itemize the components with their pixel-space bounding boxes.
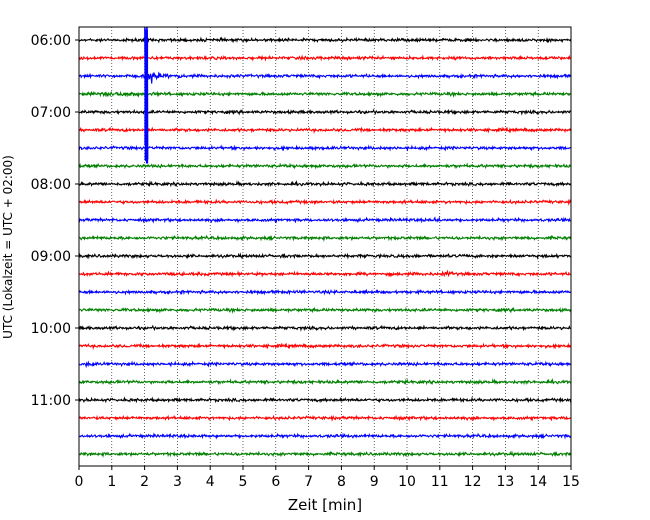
trace-0630 [78,71,572,84]
trace-0830 [78,216,572,224]
trace-1000 [78,324,572,332]
x-tick-label-10: 10 [398,474,416,490]
x-tick-label-11: 11 [431,474,449,490]
trace-1100 [78,396,572,404]
traces [78,27,572,458]
y-tick-label-0700: 07:00 [31,105,71,121]
trace-0715 [78,126,572,135]
x-tick-label-4: 4 [206,474,215,490]
plot-frame [78,26,572,467]
trace-0815 [78,198,572,206]
x-tick-label-2: 2 [140,474,149,490]
x-tick-label-6: 6 [271,474,280,490]
x-axis: 0 1 2 3 4 5 6 7 8 9 10 11 12 13 14 15 [75,466,580,490]
y-tick-label-0900: 09:00 [31,249,71,265]
trace-0900 [78,252,572,260]
trace-0845 [78,234,572,242]
trace-0600 [78,36,572,44]
trace-1030 [78,360,572,369]
x-tick-label-1: 1 [107,474,116,490]
trace-0730 [78,144,572,152]
trace-1130 [78,432,572,440]
earthquake-spike [144,27,149,164]
x-tick-label-7: 7 [304,474,313,490]
trace-0915 [78,269,572,278]
x-tick-label-3: 3 [173,474,182,490]
x-tick-label-0: 0 [75,474,84,490]
x-tick-label-14: 14 [529,474,547,490]
x-tick-label-9: 9 [370,474,379,490]
x-tick-label-13: 13 [496,474,514,490]
x-tick-label-15: 15 [562,474,580,490]
x-tick-label-5: 5 [239,474,248,490]
trace-1145 [78,450,572,458]
trace-1015 [78,342,572,351]
trace-0700 [78,108,572,116]
trace-1045 [78,377,572,386]
trace-0615 [78,54,572,62]
trace-0930 [78,288,572,296]
y-tick-label-0600: 06:00 [31,33,71,49]
trace-0800 [78,179,572,188]
trace-1115 [78,414,572,422]
y-tick-label-0800: 08:00 [31,177,71,193]
trace-0945 [78,306,572,314]
trace-0645 [78,90,572,98]
y-axis: 06:00 07:00 08:00 09:00 10:00 11:00 [31,33,79,409]
trace-0745 [78,162,572,170]
x-tick-label-12: 12 [464,474,482,490]
x-tick-label-8: 8 [337,474,346,490]
x-axis-label: Zeit [min] [288,496,362,514]
y-tick-label-1000: 10:00 [31,321,71,337]
y-axis-label: UTC (Lokalzeit = UTC + 02:00) [1,155,15,339]
y-tick-label-1100: 11:00 [31,393,71,409]
